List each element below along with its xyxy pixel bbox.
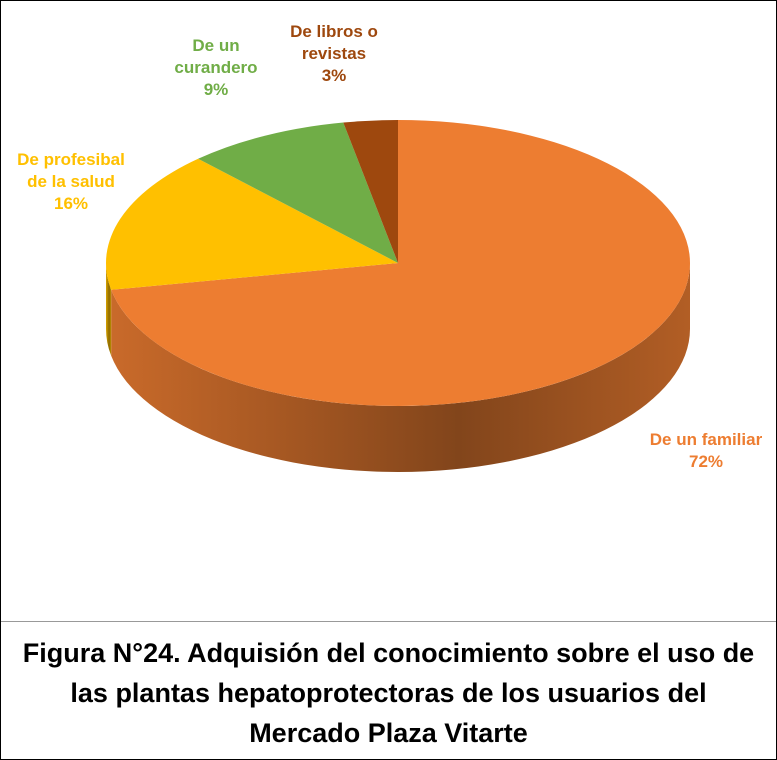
slice-side	[106, 263, 112, 356]
chart	[106, 120, 690, 473]
data-label: De profesibal de la salud 16%	[6, 149, 136, 215]
category-label: De un familiar	[649, 430, 763, 449]
category-label: De un curandero	[174, 36, 258, 77]
category-label: De profesibal de la salud	[17, 150, 125, 191]
slice	[106, 158, 398, 290]
value-label: 3%	[321, 66, 347, 85]
data-label: De un curandero 9%	[151, 35, 281, 101]
slice	[343, 120, 398, 263]
caption: Figura N°24. Adquisión del conocimiento …	[22, 638, 755, 748]
slice	[198, 122, 398, 263]
chart-area: De un familiar 72% De profesibal de la sal…	[1, 1, 776, 622]
value-label: 72%	[688, 452, 724, 471]
slice	[111, 120, 690, 406]
data-label: De libros o revistas 3%	[269, 21, 399, 87]
value-label: 9%	[203, 80, 229, 99]
slice-side	[111, 263, 690, 473]
category-label: De libros o revistas	[290, 22, 378, 63]
data-label: De un familiar 72%	[631, 429, 776, 473]
value-label: 16%	[53, 194, 89, 213]
